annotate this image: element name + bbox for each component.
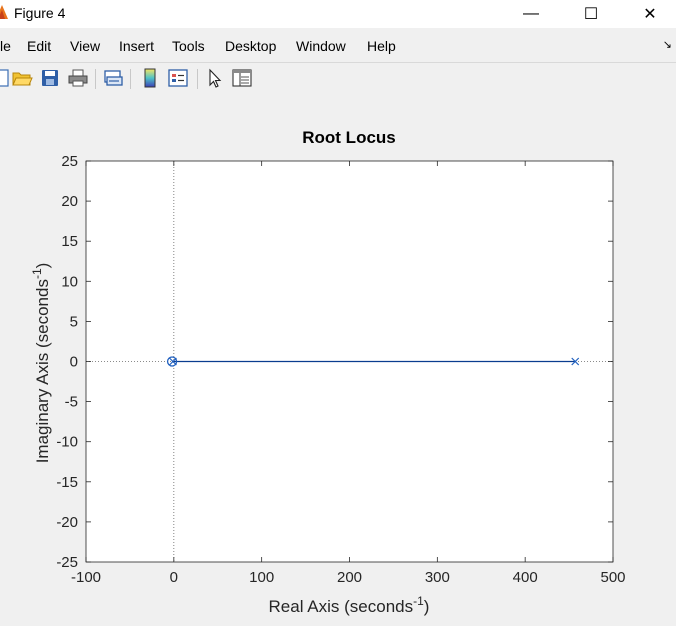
y-tick-label: 25 [61,153,78,170]
x-tick-label: 400 [513,569,538,586]
pole-marker-stroke [571,357,580,366]
y-tick-label: -10 [56,434,78,451]
root-locus-plot[interactable]: -100 0 100 200 300 400 500 25 20 15 10 5 0 -5 -10 -15 -2… [0,95,676,621]
link-plot-icon[interactable] [102,67,124,89]
x-tick-label: 0 [170,569,178,586]
toolbar-separator [95,69,96,89]
axis-ticks: -100 0 100 200 300 400 500 25 20 15 10 5 0 -5 -10 -15 -2… [56,153,625,586]
toolbar-separator [130,69,131,89]
open-file-icon[interactable] [11,67,33,89]
maximize-icon: ☐ [583,6,599,23]
x-tick-label: 200 [337,569,362,586]
pole-marker [571,357,580,366]
x-tick-label: 100 [249,569,274,586]
x-axis-label: Real Axis (seconds-1) [269,594,430,616]
x-tick-label: 500 [600,569,625,586]
y-tick-label: -5 [65,394,78,411]
y-tick-label: 20 [61,193,78,210]
pole-zero-markers [166,356,580,367]
toolbar-separator [197,69,198,89]
matlab-logo-icon [0,5,8,19]
menu-tools[interactable]: Tools [172,38,205,54]
y-tick-label: -15 [56,474,78,491]
menu-insert[interactable]: Insert [119,38,155,54]
chart-title: Root Locus [302,128,396,147]
close-button[interactable]: ✕ [627,0,673,28]
x-tick-label: -100 [71,569,101,586]
window-title: Figure 4 [14,5,66,21]
print-icon[interactable] [67,67,89,89]
y-tick-label: 10 [61,273,78,290]
title-bar: Figure 4 — ☐ ✕ [0,0,676,28]
x-tick-label: 300 [425,569,450,586]
close-icon: ✕ [643,6,657,23]
menu-window[interactable]: Window [296,38,346,54]
property-inspector-icon[interactable] [231,67,253,89]
dock-figure-icon[interactable]: ↘ [662,39,672,51]
menu-help[interactable]: Help [367,38,396,54]
edit-plot-pointer-icon[interactable] [204,67,226,89]
y-tick-label: -25 [56,554,78,571]
y-tick-label: 0 [70,354,78,371]
menu-file[interactable]: le [0,38,11,54]
insert-colorbar-icon[interactable] [139,67,161,89]
menu-desktop[interactable]: Desktop [225,38,277,54]
pole-marker [169,357,177,366]
menu-view[interactable]: View [70,38,101,54]
y-tick-label: 5 [70,313,78,330]
figure-toolbar [0,62,676,96]
minimize-button[interactable]: — [508,0,554,28]
maximize-button[interactable]: ☐ [568,0,614,28]
new-figure-icon[interactable] [0,67,14,89]
save-icon[interactable] [39,67,61,89]
menu-bar: le Edit View Insert Tools Desktop Window… [0,34,676,58]
figure-canvas: -100 0 100 200 300 400 500 25 20 15 10 5 0 -5 -10 -15 -2… [0,95,676,621]
zero-marker [166,356,178,367]
minimize-icon: — [523,5,539,22]
pole-marker-stroke [169,357,177,366]
insert-legend-icon[interactable] [167,67,189,89]
y-axis-label: Imaginary Axis (seconds-1) [30,263,52,464]
y-tick-label: 15 [61,233,78,250]
menu-edit[interactable]: Edit [27,38,52,54]
y-tick-label: -20 [56,514,78,531]
